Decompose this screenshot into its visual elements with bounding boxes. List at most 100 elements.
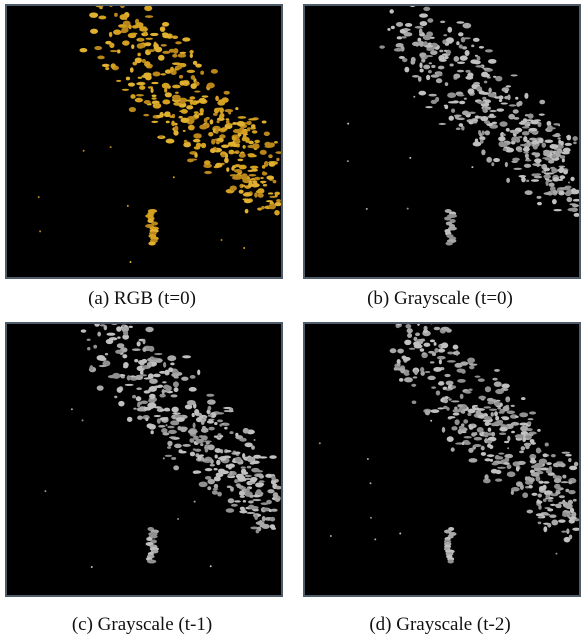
speckle xyxy=(221,154,226,158)
speckle xyxy=(389,9,393,13)
speckle xyxy=(204,160,211,165)
speckle xyxy=(171,121,175,127)
speckle xyxy=(430,340,435,343)
speckle xyxy=(159,394,165,398)
speckle xyxy=(417,324,420,326)
speckle xyxy=(482,97,486,100)
speckle xyxy=(179,80,184,85)
speckle xyxy=(240,122,245,127)
speckle xyxy=(423,330,428,333)
speckle xyxy=(118,401,124,407)
speckle xyxy=(276,158,279,161)
image-panel xyxy=(303,4,581,279)
speckle xyxy=(210,464,215,466)
speckle xyxy=(437,356,446,360)
speckle xyxy=(471,166,473,168)
speckle xyxy=(199,435,204,438)
speckle xyxy=(254,140,260,143)
speckle xyxy=(264,131,270,136)
speckle xyxy=(485,386,491,392)
speckle xyxy=(151,97,156,99)
speckle xyxy=(485,130,490,135)
speckle xyxy=(533,145,538,149)
speckle xyxy=(473,82,480,85)
speckle xyxy=(366,208,368,210)
speckle xyxy=(121,376,125,378)
speckle xyxy=(537,429,541,432)
speckle xyxy=(464,436,472,438)
speckle xyxy=(404,340,411,346)
speckle xyxy=(144,42,151,46)
speckle xyxy=(553,209,561,211)
speckle xyxy=(481,446,485,451)
speckle xyxy=(567,513,572,516)
speckle xyxy=(474,432,477,435)
speckle xyxy=(420,367,424,372)
speckle xyxy=(160,73,166,75)
speckle xyxy=(517,461,526,465)
speckle xyxy=(456,21,464,24)
speckle xyxy=(162,381,166,383)
speckle xyxy=(483,416,492,420)
speckle xyxy=(189,430,197,434)
speckle xyxy=(245,475,252,477)
speckle xyxy=(164,112,171,117)
speckle xyxy=(493,76,496,78)
speckle xyxy=(454,419,459,425)
speckle xyxy=(537,202,542,205)
speckle xyxy=(127,205,129,207)
speckle xyxy=(487,440,492,444)
speckle xyxy=(456,41,459,45)
speckle xyxy=(488,427,492,431)
speckle xyxy=(215,163,222,168)
speckle xyxy=(479,91,485,95)
speckle xyxy=(494,381,502,386)
speckle xyxy=(159,112,163,118)
speckle xyxy=(425,55,434,57)
speckle xyxy=(542,485,546,490)
speckle xyxy=(467,358,475,363)
speckle xyxy=(217,419,223,422)
speckle xyxy=(202,95,209,97)
speckle xyxy=(442,427,445,433)
speckle xyxy=(168,430,177,434)
speckle xyxy=(113,29,121,34)
speckle xyxy=(549,514,556,518)
speckle xyxy=(110,146,112,148)
speckle xyxy=(112,373,120,379)
speckle xyxy=(423,343,430,347)
speckle xyxy=(462,23,471,29)
speckle xyxy=(239,490,245,496)
speckle xyxy=(266,200,273,202)
speckle xyxy=(425,371,431,373)
speckle xyxy=(271,476,276,481)
speckle xyxy=(463,419,468,423)
speckle xyxy=(145,38,153,40)
speckle xyxy=(226,118,230,120)
image xyxy=(305,324,579,595)
speckle xyxy=(137,341,141,346)
speckle xyxy=(242,453,245,459)
speckle xyxy=(570,177,574,181)
speckle xyxy=(453,73,460,78)
speckle xyxy=(114,396,117,399)
speckle xyxy=(551,454,556,457)
speckle xyxy=(207,399,216,404)
speckle xyxy=(175,92,179,94)
speckle xyxy=(39,230,41,232)
speckle xyxy=(477,427,484,433)
speckle xyxy=(208,419,215,421)
speckle xyxy=(431,386,436,389)
speckle xyxy=(193,133,201,138)
speckle xyxy=(493,422,502,425)
speckle xyxy=(147,423,154,428)
speckle xyxy=(111,63,116,68)
speckle xyxy=(438,66,444,70)
speckle xyxy=(233,129,242,133)
speckle xyxy=(128,24,131,29)
speckle xyxy=(543,453,548,457)
speckle xyxy=(162,432,169,435)
speckle xyxy=(236,437,241,439)
speckle xyxy=(521,177,526,182)
speckle xyxy=(193,139,201,143)
